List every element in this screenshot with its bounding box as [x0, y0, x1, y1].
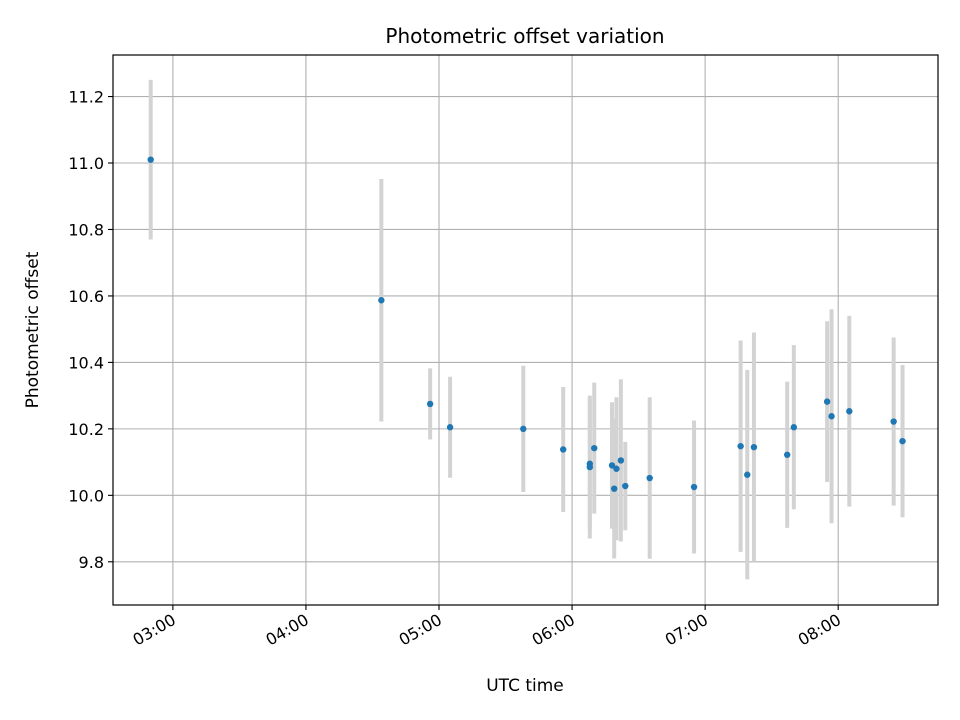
data-point [899, 437, 906, 445]
data-point [622, 482, 629, 490]
data-point [560, 446, 567, 453]
data-point [823, 398, 831, 405]
data-point [446, 424, 454, 431]
y-tick-label: 10.2 [68, 420, 104, 439]
y-tick-label: 9.8 [79, 553, 104, 572]
data-point [744, 471, 751, 478]
y-tick-label: 11.2 [68, 88, 104, 107]
data-point [591, 444, 598, 452]
plot-area [113, 55, 938, 605]
data-point [611, 485, 618, 492]
y-tick-label: 10.4 [68, 353, 104, 372]
y-tick-label: 10.0 [68, 486, 104, 505]
plot-frame [112, 54, 939, 606]
data-point [737, 442, 744, 450]
y-tick-label: 11.0 [68, 154, 104, 173]
grid-lines [113, 55, 938, 605]
x-axis-label: UTC time [486, 676, 564, 696]
data-point [586, 463, 594, 471]
data-point [608, 462, 616, 469]
y-axis-label: Photometric offset [23, 251, 43, 408]
data-point [890, 418, 897, 425]
data-point [617, 457, 625, 464]
y-tick-label: 10.8 [68, 220, 104, 239]
data-point [646, 474, 653, 482]
data-point [520, 425, 527, 433]
data-point [613, 465, 620, 472]
axis-ticks: 03:00 04:00 05:00 06:00 07:00 08:009.810.010.… [68, 88, 844, 650]
data-point [147, 156, 154, 163]
y-tick-label: 10.6 [68, 287, 104, 306]
data-point [426, 400, 434, 408]
chart-title: Photometric offset variation [385, 24, 664, 48]
data-points [147, 156, 906, 492]
data-point [790, 424, 798, 431]
data-point [690, 483, 698, 491]
data-point [378, 297, 385, 304]
data-point [783, 451, 791, 458]
data-point [828, 413, 835, 420]
data-point [750, 443, 758, 451]
data-point [846, 408, 853, 415]
